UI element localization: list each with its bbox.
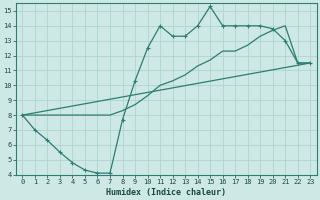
X-axis label: Humidex (Indice chaleur): Humidex (Indice chaleur) bbox=[106, 188, 226, 197]
